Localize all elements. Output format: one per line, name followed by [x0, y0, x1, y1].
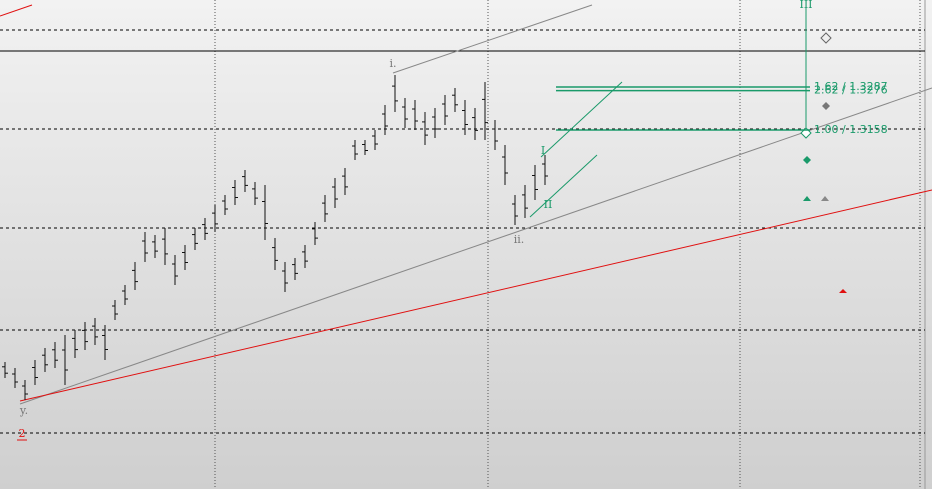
- marker: [822, 102, 830, 110]
- price-bar: [502, 145, 508, 185]
- price-bar: [62, 335, 68, 385]
- marker: [803, 196, 811, 201]
- price-bar: [182, 245, 188, 270]
- price-bar: [492, 120, 498, 150]
- fib-label: 1.00 / 1.3158: [814, 123, 888, 136]
- price-bar: [152, 235, 158, 258]
- price-bar: [202, 218, 208, 240]
- wave-label: ii.: [514, 233, 525, 246]
- price-bar: [262, 185, 268, 240]
- price-bar: [222, 195, 228, 215]
- price-bar: [412, 100, 418, 130]
- trend-line: [392, 4, 593, 74]
- wave-label: I: [541, 144, 545, 157]
- price-bar: [242, 170, 248, 192]
- price-bar: [522, 185, 528, 218]
- price-bar: [442, 95, 448, 125]
- price-bar: [472, 108, 478, 140]
- price-bar: [372, 130, 378, 150]
- price-bar: [272, 238, 278, 270]
- trend-line: [0, 4, 33, 17]
- price-bar: [52, 342, 58, 368]
- price-bar: [392, 75, 398, 112]
- fib-label: 1.62 / 1.3287: [814, 80, 888, 93]
- price-bar: [292, 258, 298, 280]
- price-bar: [512, 195, 518, 225]
- price-bar: [312, 222, 318, 245]
- price-bar: [212, 205, 218, 232]
- fib-label: 2.62 / 1.3276: [814, 84, 888, 97]
- price-bar: [302, 245, 308, 268]
- price-bar: [232, 180, 238, 205]
- price-bar: [172, 255, 178, 285]
- price-bar: [532, 165, 538, 200]
- price-bar: [82, 322, 88, 350]
- price-bar: [162, 228, 168, 265]
- price-bar: [132, 262, 138, 290]
- price-bar: [142, 232, 148, 262]
- price-bar: [282, 262, 288, 292]
- channel-line: [529, 154, 598, 218]
- price-bar: [402, 98, 408, 128]
- price-bar: [112, 300, 118, 320]
- price-bar: [2, 362, 8, 378]
- price-bar: [32, 360, 38, 385]
- price-bar: [452, 88, 458, 112]
- price-bar: [12, 368, 18, 388]
- wave-label: i.: [389, 57, 396, 70]
- wave-label: y.: [19, 404, 28, 417]
- price-bar: [332, 178, 338, 208]
- price-bar: [122, 285, 128, 305]
- price-bar: [92, 318, 98, 345]
- price-bar: [252, 182, 258, 205]
- trend-line: [19, 189, 932, 402]
- price-bar: [22, 380, 28, 400]
- price-bar: [102, 325, 108, 360]
- price-bar: [352, 140, 358, 160]
- price-bar: [542, 155, 548, 185]
- price-bar: [482, 82, 488, 140]
- channel-line: [540, 81, 623, 158]
- marker: [803, 156, 811, 164]
- wave-label: III: [799, 0, 812, 11]
- price-bar: [192, 228, 198, 250]
- price-bar: [42, 348, 48, 372]
- wave-label: II: [544, 198, 553, 211]
- price-bar: [432, 108, 438, 138]
- marker: [839, 289, 847, 293]
- wave-label: 2: [19, 427, 26, 440]
- price-bar: [362, 140, 368, 155]
- price-bar: [342, 168, 348, 195]
- price-bar: [422, 112, 428, 145]
- price-bar: [382, 105, 388, 135]
- marker: [821, 196, 829, 201]
- trend-line: [19, 87, 932, 405]
- price-bar: [72, 330, 78, 358]
- price-bar: [462, 100, 468, 135]
- price-bar: [322, 195, 328, 222]
- marker: [820, 32, 832, 44]
